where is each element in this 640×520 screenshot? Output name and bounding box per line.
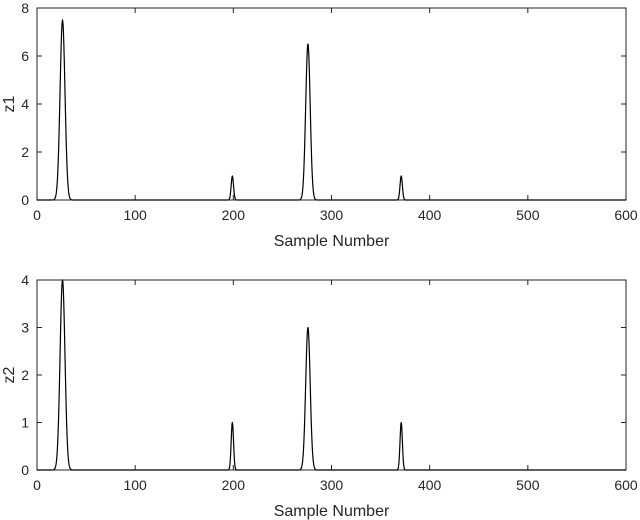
plot-frame xyxy=(36,7,627,201)
x-tick-label: 500 xyxy=(516,207,540,223)
y-axis-label: z1 xyxy=(1,95,18,112)
plot-frame xyxy=(36,279,627,471)
chart-z2: 0 100 200 300 400 500 600 0 1 2 3 4 Sample Number z2 xyxy=(1,272,638,520)
y-tick-label: 4 xyxy=(21,96,29,112)
y-tick-label: 8 xyxy=(21,0,29,16)
chart-z1: 0 100 200 300 400 500 600 0 2 4 6 8 Sample Number z1 xyxy=(1,0,638,250)
x-tick-label: 400 xyxy=(418,477,442,493)
x-tick-label: 0 xyxy=(33,477,41,493)
y-tick-label: 2 xyxy=(21,367,29,383)
y-tick-label: 2 xyxy=(21,144,29,160)
x-tick-label: 100 xyxy=(123,477,147,493)
y-tick-label: 6 xyxy=(21,48,29,64)
x-tick-label: 200 xyxy=(222,207,246,223)
x-tick-label: 300 xyxy=(320,477,344,493)
x-tick-label: 300 xyxy=(320,207,344,223)
series-line xyxy=(36,19,627,201)
x-axis-label: Sample Number xyxy=(274,233,390,250)
x-tick-label: 500 xyxy=(516,477,540,493)
y-axis-label: z2 xyxy=(1,366,18,383)
x-tick-label: 200 xyxy=(222,477,246,493)
x-tick-label: 600 xyxy=(614,207,638,223)
x-axis-label: Sample Number xyxy=(274,503,390,520)
x-tick-label: 0 xyxy=(33,207,41,223)
y-tick-label: 3 xyxy=(21,320,29,336)
y-tick-label: 1 xyxy=(21,415,29,431)
y-tick-label: 4 xyxy=(21,272,29,288)
x-tick-label: 600 xyxy=(614,477,638,493)
y-tick-label: 0 xyxy=(21,192,29,208)
x-tick-label: 400 xyxy=(418,207,442,223)
x-tick-label: 100 xyxy=(123,207,147,223)
y-tick-label: 0 xyxy=(21,462,29,478)
series-line xyxy=(36,279,627,471)
